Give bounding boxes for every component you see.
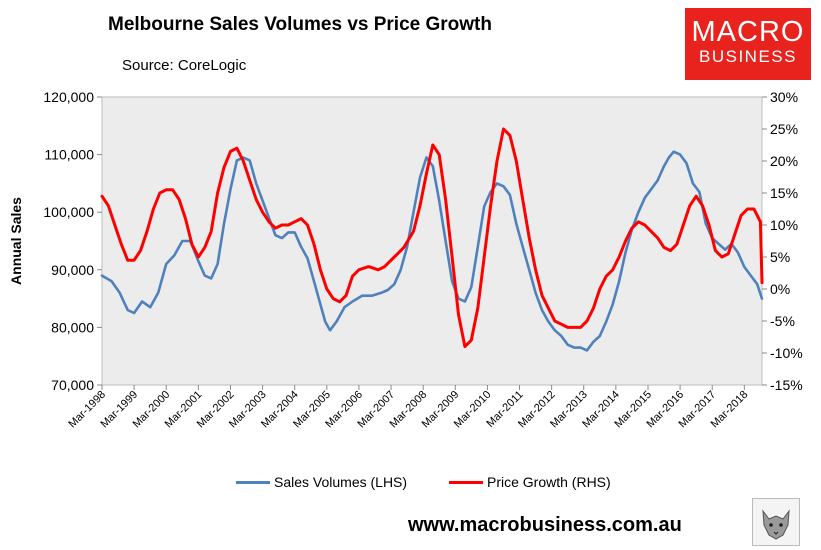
legend-item-sales: Sales Volumes (LHS) (236, 474, 407, 490)
y-right-tick-label: 20% (770, 153, 798, 169)
wolf-icon (762, 509, 790, 540)
series-line-sales (100, 150, 764, 352)
y-left-tick-label: 80,000 (51, 319, 94, 335)
logo-line-2: BUSINESS (699, 47, 797, 66)
y-right-tick-label: -10% (770, 345, 803, 361)
chart-title: Melbourne Sales Volumes vs Price Growth (108, 14, 492, 35)
series-line-price (100, 127, 764, 349)
y-right-tick-label: 0% (770, 281, 790, 297)
macrobusiness-logo: MACRO BUSINESS (685, 8, 811, 80)
chart-subtitle: Source: CoreLogic (122, 57, 247, 74)
wolf-logo-icon (752, 498, 800, 546)
y-left-axis-title: Annual Sales (8, 197, 24, 285)
line-chart: 70,000 80,000 90,000 100,000 110,000 120,000 -… (8, 89, 803, 430)
y-right-tick-label: 30% (770, 89, 798, 105)
y-left-tick-label: 90,000 (51, 262, 94, 278)
y-left-tick-label: 110,000 (44, 147, 94, 163)
y-left-tick-label: 70,000 (51, 377, 94, 393)
y-right-tick-label: 10% (770, 217, 798, 233)
legend-swatch-sales (236, 480, 270, 484)
legend-label-sales: Sales Volumes (LHS) (274, 474, 408, 490)
y-right-tick-label: -5% (770, 313, 795, 329)
logo-line-1: MACRO (691, 16, 805, 48)
legend-item-price: Price Growth (RHS) (449, 474, 611, 490)
legend-swatch-price (449, 480, 483, 484)
y-left-tick-label: 100,000 (43, 204, 94, 220)
y-right-tick-label: -15% (770, 377, 803, 393)
plot-area (101, 96, 763, 386)
y-right-tick-label: 15% (770, 185, 798, 201)
y-right-tick-label: 25% (770, 121, 798, 137)
y-right-tick-label: 5% (770, 249, 790, 265)
legend-label-price: Price Growth (RHS) (487, 474, 611, 490)
y-left-tick-label: 120,000 (43, 89, 94, 105)
website-url: www.macrobusiness.com.au (408, 514, 682, 536)
